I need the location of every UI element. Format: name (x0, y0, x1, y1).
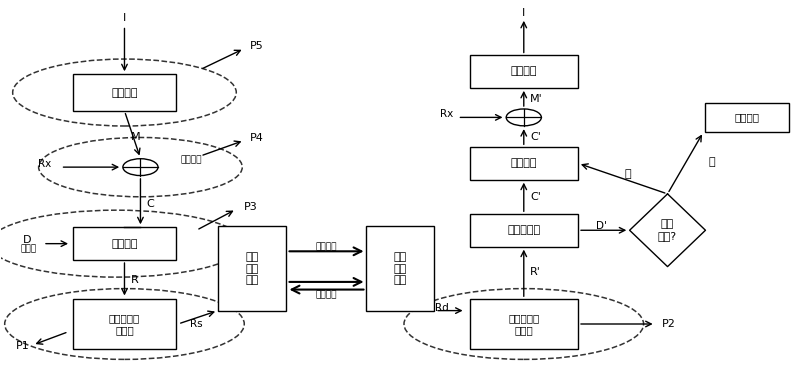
Text: 是: 是 (708, 157, 715, 167)
Text: Rx: Rx (38, 159, 51, 169)
Text: I: I (123, 13, 126, 23)
Text: R: R (131, 275, 138, 285)
Text: 协议继续: 协议继续 (510, 158, 537, 168)
Bar (73, 227, 176, 260)
Text: P1: P1 (15, 341, 29, 351)
Text: Rs: Rs (190, 319, 202, 329)
Text: 经典信道: 经典信道 (316, 290, 338, 299)
Text: Rx: Rx (440, 109, 453, 119)
Text: M: M (131, 132, 141, 142)
Circle shape (123, 159, 158, 175)
Text: 量子
接收
系统: 量子 接收 系统 (394, 252, 406, 285)
Bar (470, 55, 578, 88)
Circle shape (506, 109, 542, 126)
Text: 存在
窃听?: 存在 窃听? (658, 220, 677, 241)
Bar (73, 299, 176, 349)
Text: 否: 否 (624, 169, 631, 179)
Text: 非正交态组
合解码: 非正交态组 合解码 (508, 313, 539, 335)
Text: 纠错解码: 纠错解码 (510, 66, 537, 76)
Text: 量子
发送
系统: 量子 发送 系统 (246, 252, 259, 285)
Text: M': M' (530, 94, 543, 104)
Bar (470, 147, 578, 180)
Bar (470, 299, 578, 349)
Text: 随机排序: 随机排序 (111, 238, 138, 249)
Bar (218, 227, 286, 311)
Text: R': R' (530, 267, 541, 277)
Text: C: C (147, 199, 154, 209)
Text: 协议中断: 协议中断 (735, 113, 760, 122)
Text: 量子信道: 量子信道 (316, 242, 338, 251)
Text: 检测码: 检测码 (21, 244, 37, 253)
Text: P3: P3 (244, 202, 258, 212)
Text: D: D (22, 235, 31, 245)
Bar (706, 103, 790, 132)
Text: P4: P4 (250, 132, 264, 143)
Text: P5: P5 (250, 41, 264, 51)
Bar (470, 214, 578, 247)
Bar (73, 74, 176, 111)
Text: Rd: Rd (434, 303, 449, 313)
Text: 纠错编码: 纠错编码 (111, 88, 138, 98)
Text: P2: P2 (662, 319, 676, 329)
Text: 非正交态组
合编码: 非正交态组 合编码 (109, 313, 140, 335)
Text: C': C' (530, 132, 541, 142)
Text: D': D' (596, 222, 606, 232)
Text: 随机排序逆: 随机排序逆 (507, 225, 540, 235)
Text: I: I (522, 8, 526, 18)
Text: 随机加密: 随机加密 (180, 155, 202, 164)
Text: C': C' (530, 192, 541, 202)
Bar (366, 227, 434, 311)
Polygon shape (630, 194, 706, 266)
